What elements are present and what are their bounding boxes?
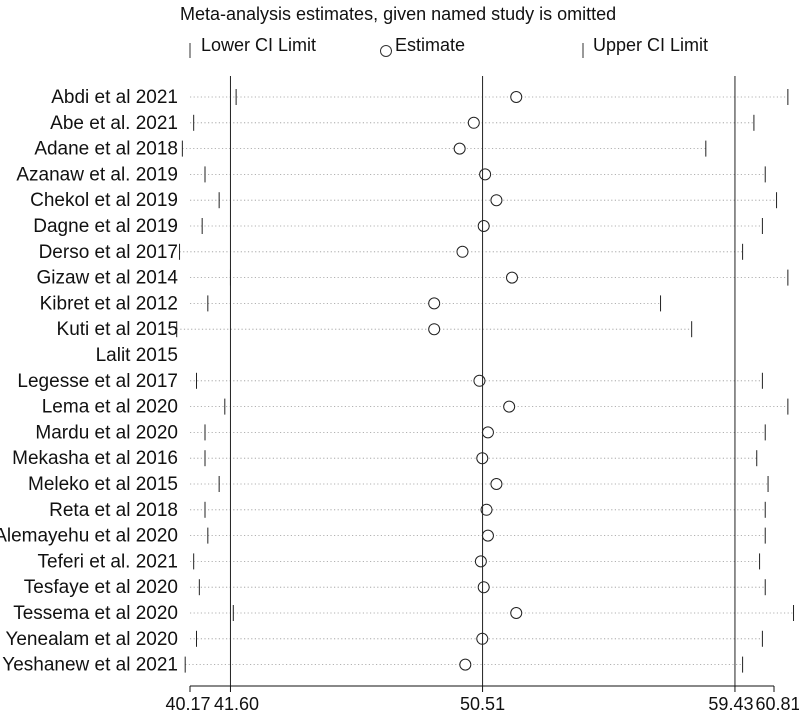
- estimate-point: [479, 168, 492, 181]
- study-label: Lema et al 2020: [42, 397, 178, 418]
- estimate-point: [481, 426, 494, 439]
- estimate-point: [477, 581, 490, 594]
- legend: Lower CI Limit Estimate Upper CI Limit: [189, 35, 708, 58]
- study-label: Alemayehu et al 2020: [0, 526, 178, 547]
- study-row: [190, 605, 795, 621]
- study-row: [190, 424, 766, 441]
- x-tick-label: 41.60: [214, 694, 259, 714]
- study-row: [190, 450, 758, 467]
- estimate-point: [490, 478, 503, 490]
- study-row: [184, 656, 744, 673]
- study-label: Teferi et al. 2021: [38, 551, 178, 572]
- study-row: [190, 527, 766, 544]
- study-labels: Abdi et al 2021 Abe et al. 2021 Adane et a…: [0, 87, 178, 676]
- study-row: [190, 398, 789, 415]
- legend-estimate-label: Estimate: [395, 35, 465, 55]
- study-label: Chekol et al 2019: [30, 190, 178, 211]
- x-tick-label: 60.81: [755, 694, 799, 714]
- estimate-point: [428, 297, 441, 310]
- estimate-point: [490, 194, 503, 207]
- study-label: Adane et al 2018: [34, 139, 178, 160]
- study-row: [190, 114, 755, 131]
- study-label: Reta et al 2018: [49, 500, 178, 521]
- study-label: Lalit 2015: [96, 345, 178, 366]
- legend-upper-label: Upper CI Limit: [593, 35, 708, 55]
- estimate-point: [477, 220, 490, 232]
- reference-lines: [229, 76, 736, 686]
- study-row: [190, 218, 763, 234]
- study-row: [190, 295, 662, 312]
- study-label: Azanaw et al. 2019: [16, 164, 178, 185]
- study-row: [190, 476, 769, 492]
- estimate-point: [510, 91, 523, 103]
- study-row: [190, 553, 761, 570]
- legend-lower-label: Lower CI Limit: [201, 35, 316, 55]
- study-label: Yenealam et al 2020: [5, 629, 178, 650]
- estimate-point: [456, 245, 469, 258]
- x-tick-label: 50.51: [460, 694, 505, 714]
- study-row: [176, 321, 693, 338]
- estimate-point: [510, 607, 523, 619]
- study-label: Kuti et al 2015: [57, 319, 178, 340]
- study-label: Tessema et al 2020: [13, 603, 178, 624]
- x-tick-label: 59.43: [708, 694, 753, 714]
- study-label: Kibret et al 2012: [40, 293, 178, 314]
- study-label: Yeshanew et al 2021: [2, 655, 178, 676]
- study-label: Mekasha et al 2016: [12, 448, 178, 469]
- study-label: Gizaw et al 2014: [36, 268, 178, 289]
- study-rows: [176, 89, 795, 673]
- study-row: [190, 630, 763, 647]
- study-row: [190, 501, 766, 518]
- x-tick-label: 40.17: [165, 694, 210, 714]
- study-row: [181, 140, 707, 157]
- study-row: [190, 192, 778, 209]
- estimate-point: [481, 529, 494, 542]
- estimate-point: [428, 323, 441, 336]
- study-label: Abe et al. 2021: [50, 113, 178, 134]
- study-row: [190, 579, 766, 596]
- x-ticks: 40.17 41.60 50.51 59.43 60.81: [165, 686, 799, 714]
- study-row: [179, 243, 744, 260]
- legend-estimate-marker: [380, 45, 392, 57]
- estimate-point: [474, 555, 487, 568]
- study-row: [190, 372, 763, 389]
- study-label: Mardu et al 2020: [35, 422, 178, 443]
- study-label: Legesse et al 2017: [17, 371, 178, 392]
- study-row: [190, 89, 789, 105]
- chart-title: Meta-analysis estimates, given named stu…: [180, 4, 616, 24]
- study-label: Dagne et al 2019: [33, 216, 178, 237]
- estimate-point: [505, 271, 518, 284]
- study-row: [190, 166, 766, 183]
- estimate-point: [467, 116, 480, 129]
- estimate-point: [473, 374, 486, 387]
- study-row: [190, 269, 789, 286]
- study-label: Meleko et al 2015: [28, 474, 178, 495]
- estimate-point: [503, 400, 516, 413]
- estimate-point: [480, 503, 493, 516]
- study-label: Derso et al 2017: [39, 242, 178, 263]
- estimate-point: [453, 142, 466, 155]
- study-label: Tesfaye et al 2020: [24, 577, 178, 598]
- study-label: Abdi et al 2021: [51, 87, 178, 108]
- estimate-point: [459, 658, 472, 671]
